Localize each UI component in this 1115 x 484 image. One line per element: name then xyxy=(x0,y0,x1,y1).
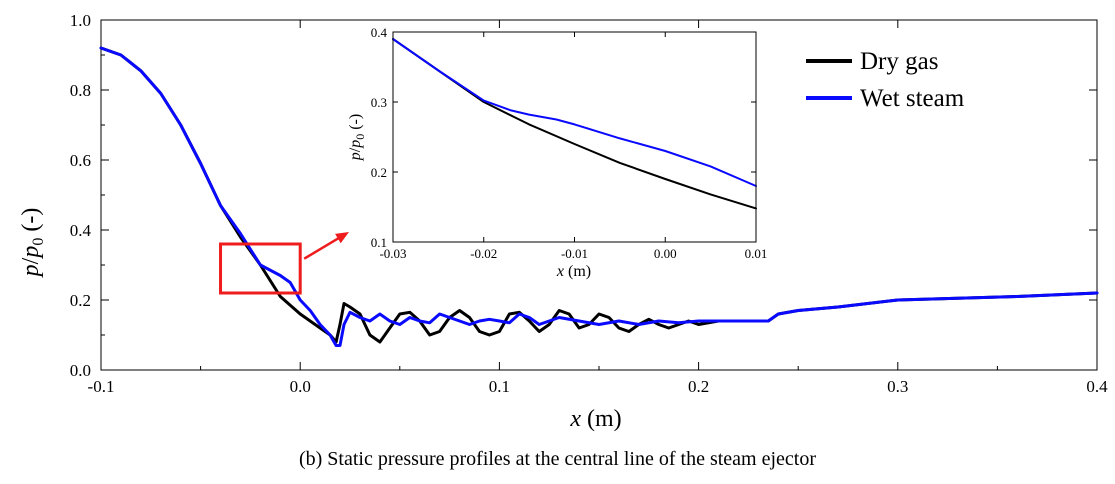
inset-x-axis-var: x xyxy=(556,263,564,280)
main-y-tick-label: 0.4 xyxy=(70,221,92,240)
zoom-region-box xyxy=(219,242,302,295)
inset-series-wet-steam xyxy=(392,38,757,187)
main-x-axis-title: x (m) xyxy=(569,406,621,432)
main-x-tick-label: 0.2 xyxy=(688,377,709,396)
main-x-axis-unit: (m) xyxy=(581,406,622,432)
main-x-tick-label: -0.1 xyxy=(88,377,115,396)
inset-x-tick-label: -0.02 xyxy=(470,246,497,261)
main-x-tick-label: 0.1 xyxy=(489,377,510,396)
inset-y-axis-p: p xyxy=(347,152,364,161)
main-x-tick-label: 0.0 xyxy=(290,377,311,396)
main-y-axis-title: p/p0 (-) xyxy=(18,208,47,279)
inset-y-axis-title: p/p0 (-) xyxy=(347,114,367,161)
main-y-axis-unit: (-) xyxy=(18,208,44,238)
figure-caption: (b) Static pressure profiles at the cent… xyxy=(298,448,816,470)
main-y-tick-label: 1.0 xyxy=(70,11,91,30)
main-x-tick-label: 0.4 xyxy=(1086,377,1108,396)
main-y-axis-p0: p xyxy=(18,246,44,260)
inset-x-tick-label: -0.01 xyxy=(561,246,588,261)
inset-plot-frame xyxy=(392,31,757,243)
inset-y-tick-label: 0.2 xyxy=(371,165,387,180)
zoom-arrow-line xyxy=(303,236,341,260)
main-ticks xyxy=(100,19,1098,371)
main-y-tick-label: 0.2 xyxy=(70,291,91,310)
main-y-tick-label: 0.8 xyxy=(70,81,91,100)
main-x-tick-label: 0.3 xyxy=(887,377,908,396)
zoom-arrow-head xyxy=(335,232,349,244)
inset-x-axis-title: x (m) xyxy=(556,263,591,280)
main-series-wet-steam xyxy=(99,46,1099,347)
main-x-axis-var: x xyxy=(569,406,581,432)
legend: Dry gas Wet steam xyxy=(806,48,965,112)
main-y-axis-p: p xyxy=(18,264,44,278)
main-y-tick-label: 0.0 xyxy=(70,361,91,380)
chart-svg: -0.1 0.0 0.1 0.2 0.3 0.40.00.20.40.60.81.0 x … xyxy=(18,11,1108,432)
legend-label-dry-gas: Dry gas xyxy=(860,48,938,75)
inset-x-tick-label: 0.01 xyxy=(745,246,768,261)
inset-y-axis-sub: 0 xyxy=(353,134,367,140)
inset-background xyxy=(393,32,756,242)
main-series-group xyxy=(99,46,1099,347)
inset-y-axis-p0: p xyxy=(347,140,364,149)
inset-x-tick-label: 0.00 xyxy=(654,246,677,261)
main-y-tick-label: 0.6 xyxy=(70,151,91,170)
legend-label-wet-steam: Wet steam xyxy=(860,85,965,112)
main-y-axis-sub: 0 xyxy=(30,238,47,246)
inset-y-axis-slash: / xyxy=(347,147,364,152)
main-y-axis-slash: / xyxy=(18,257,44,264)
inset-x-tick-label: -0.03 xyxy=(379,246,406,261)
inset-y-tick-label: 0.1 xyxy=(371,235,387,250)
inset-x-axis-unit: (m) xyxy=(564,263,591,280)
inset-series-group xyxy=(392,38,757,210)
inset-y-axis-unit: (-) xyxy=(347,114,364,134)
inset-y-tick-label: 0.3 xyxy=(371,95,387,110)
main-tick-labels: -0.1 0.0 0.1 0.2 0.3 0.40.00.20.40.60.81.0 xyxy=(70,11,1108,396)
inset-y-tick-label: 0.4 xyxy=(371,25,388,40)
inset-tick-labels: -0.03 -0.02 -0.01 0.00 0.01 0.1 0.2 0.3 0.4 xyxy=(371,25,768,261)
